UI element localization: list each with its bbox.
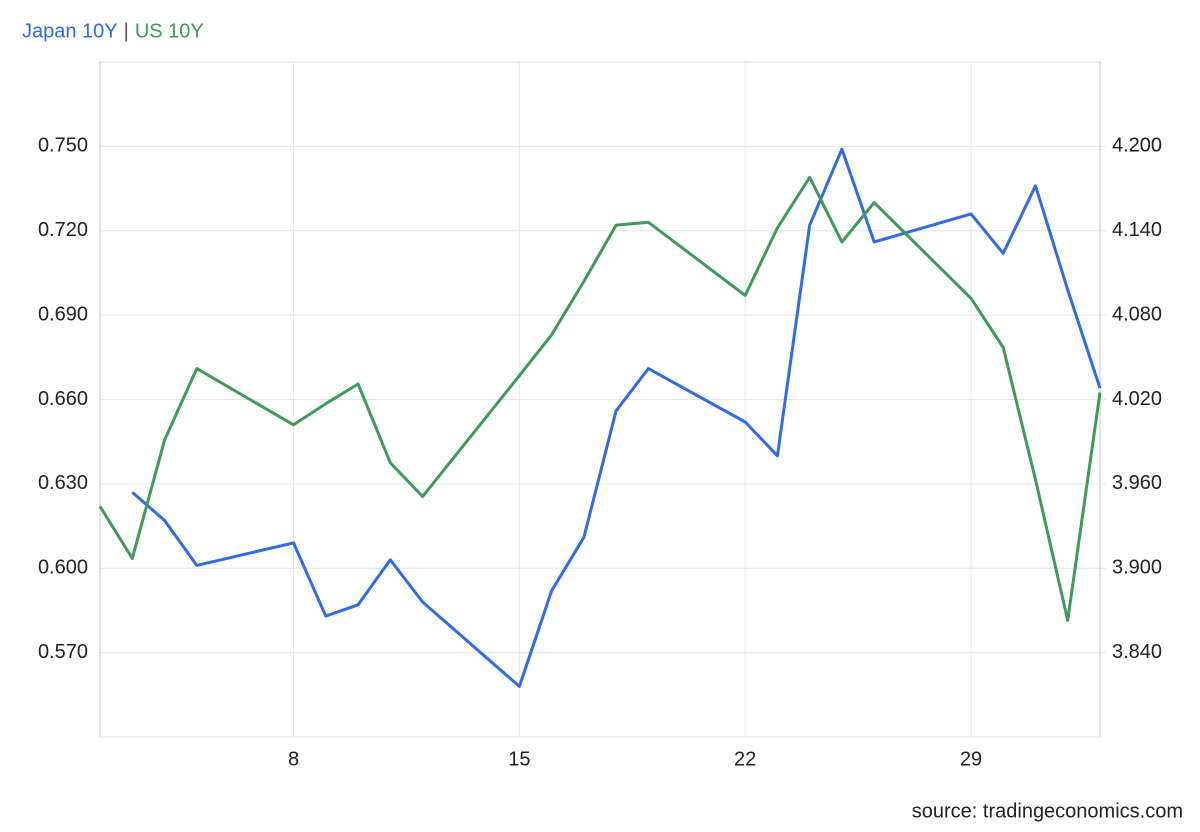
series-line — [98, 175, 1102, 622]
source-note: source: tradingeconomics.com — [912, 800, 1183, 822]
x-tick-label: 15 — [508, 748, 530, 770]
y2-tick-label: 4.200 — [1112, 135, 1162, 157]
y-tick-label: 0.630 — [38, 472, 88, 494]
y-tick-label: 0.660 — [38, 388, 88, 410]
y2-tick-label: 3.840 — [1112, 641, 1162, 663]
x-tick-label: 8 — [288, 748, 299, 770]
x-tick-label: 29 — [960, 748, 982, 770]
y2-tick-label: 4.140 — [1112, 219, 1162, 241]
legend-entry: Japan 10Y — [22, 20, 118, 42]
legend-separator: | — [124, 20, 129, 42]
y-tick-label: 0.600 — [38, 557, 88, 579]
y-tick-label: 0.690 — [38, 303, 88, 325]
y-tick-label: 0.750 — [38, 135, 88, 157]
y2-tick-label: 3.960 — [1112, 472, 1162, 494]
y2-tick-label: 3.900 — [1112, 557, 1162, 579]
y2-tick-label: 4.080 — [1112, 303, 1162, 325]
x-tick-label: 22 — [734, 748, 756, 770]
legend-entry: US 10Y — [135, 20, 204, 42]
y-tick-label: 0.570 — [38, 641, 88, 663]
y2-tick-label: 4.020 — [1112, 388, 1162, 410]
series-line — [131, 147, 1102, 688]
y-tick-label: 0.720 — [38, 219, 88, 241]
